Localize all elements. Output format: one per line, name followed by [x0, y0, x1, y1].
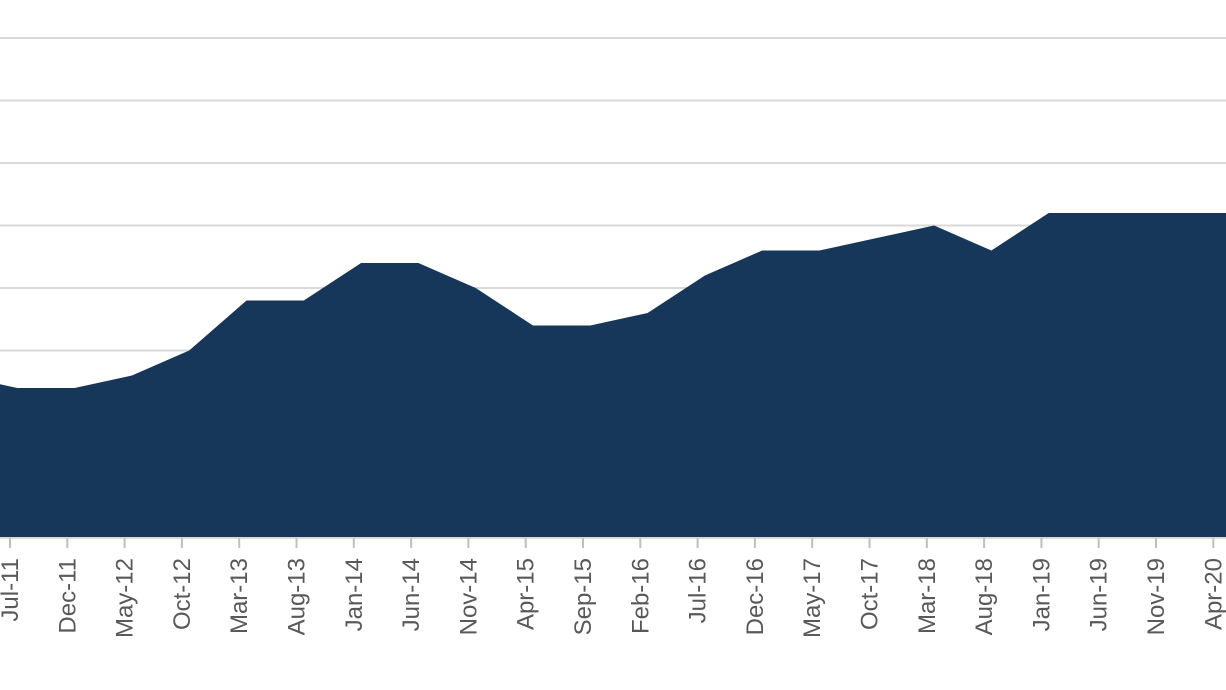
x-tick-label-May-12: May-12 [112, 558, 139, 638]
area-series [0, 213, 1226, 538]
x-axis-tick-labels: Jul-11 Dec-11 May-12 Oct-12 Mar-13 Aug-13 Jan-… [0, 558, 1226, 638]
x-tick-label-Apr-15: Apr-15 [513, 558, 540, 630]
x-tick-label-Apr-20: Apr-20 [1200, 558, 1226, 630]
x-tick-label-Feb-16: Feb-16 [627, 558, 654, 634]
x-tick-label-Sep-15: Sep-15 [570, 558, 597, 635]
x-tick-label-Aug-18: Aug-18 [971, 558, 998, 635]
x-tick-label-Mar-13: Mar-13 [226, 558, 253, 634]
x-tick-label-Mar-18: Mar-18 [914, 558, 941, 634]
x-tick-label-Oct-12: Oct-12 [169, 558, 196, 630]
x-tick-label-Nov-19: Nov-19 [1143, 558, 1170, 635]
x-tick-label-Aug-13: Aug-13 [284, 558, 311, 635]
x-tick-label-Jun-19: Jun-19 [1086, 558, 1113, 631]
x-tick-label-Oct-17: Oct-17 [857, 558, 884, 630]
x-tick-label-Jun-14: Jun-14 [398, 558, 425, 631]
x-tick-label-Jul-16: Jul-16 [685, 558, 712, 623]
x-tick-label-Dec-11: Dec-11 [54, 558, 81, 634]
x-tick-label-Jan-14: Jan-14 [341, 558, 368, 631]
x-tick-label-Jul-11: Jul-11 [0, 558, 24, 622]
x-axis-ticks [9, 538, 1215, 548]
x-tick-label-Jan-19: Jan-19 [1028, 558, 1055, 631]
x-tick-label-Dec-16: Dec-16 [742, 558, 769, 635]
area-series-fill [0, 213, 1226, 538]
x-tick-label-Nov-14: Nov-14 [455, 558, 482, 635]
x-tick-label-May-17: May-17 [799, 558, 826, 638]
